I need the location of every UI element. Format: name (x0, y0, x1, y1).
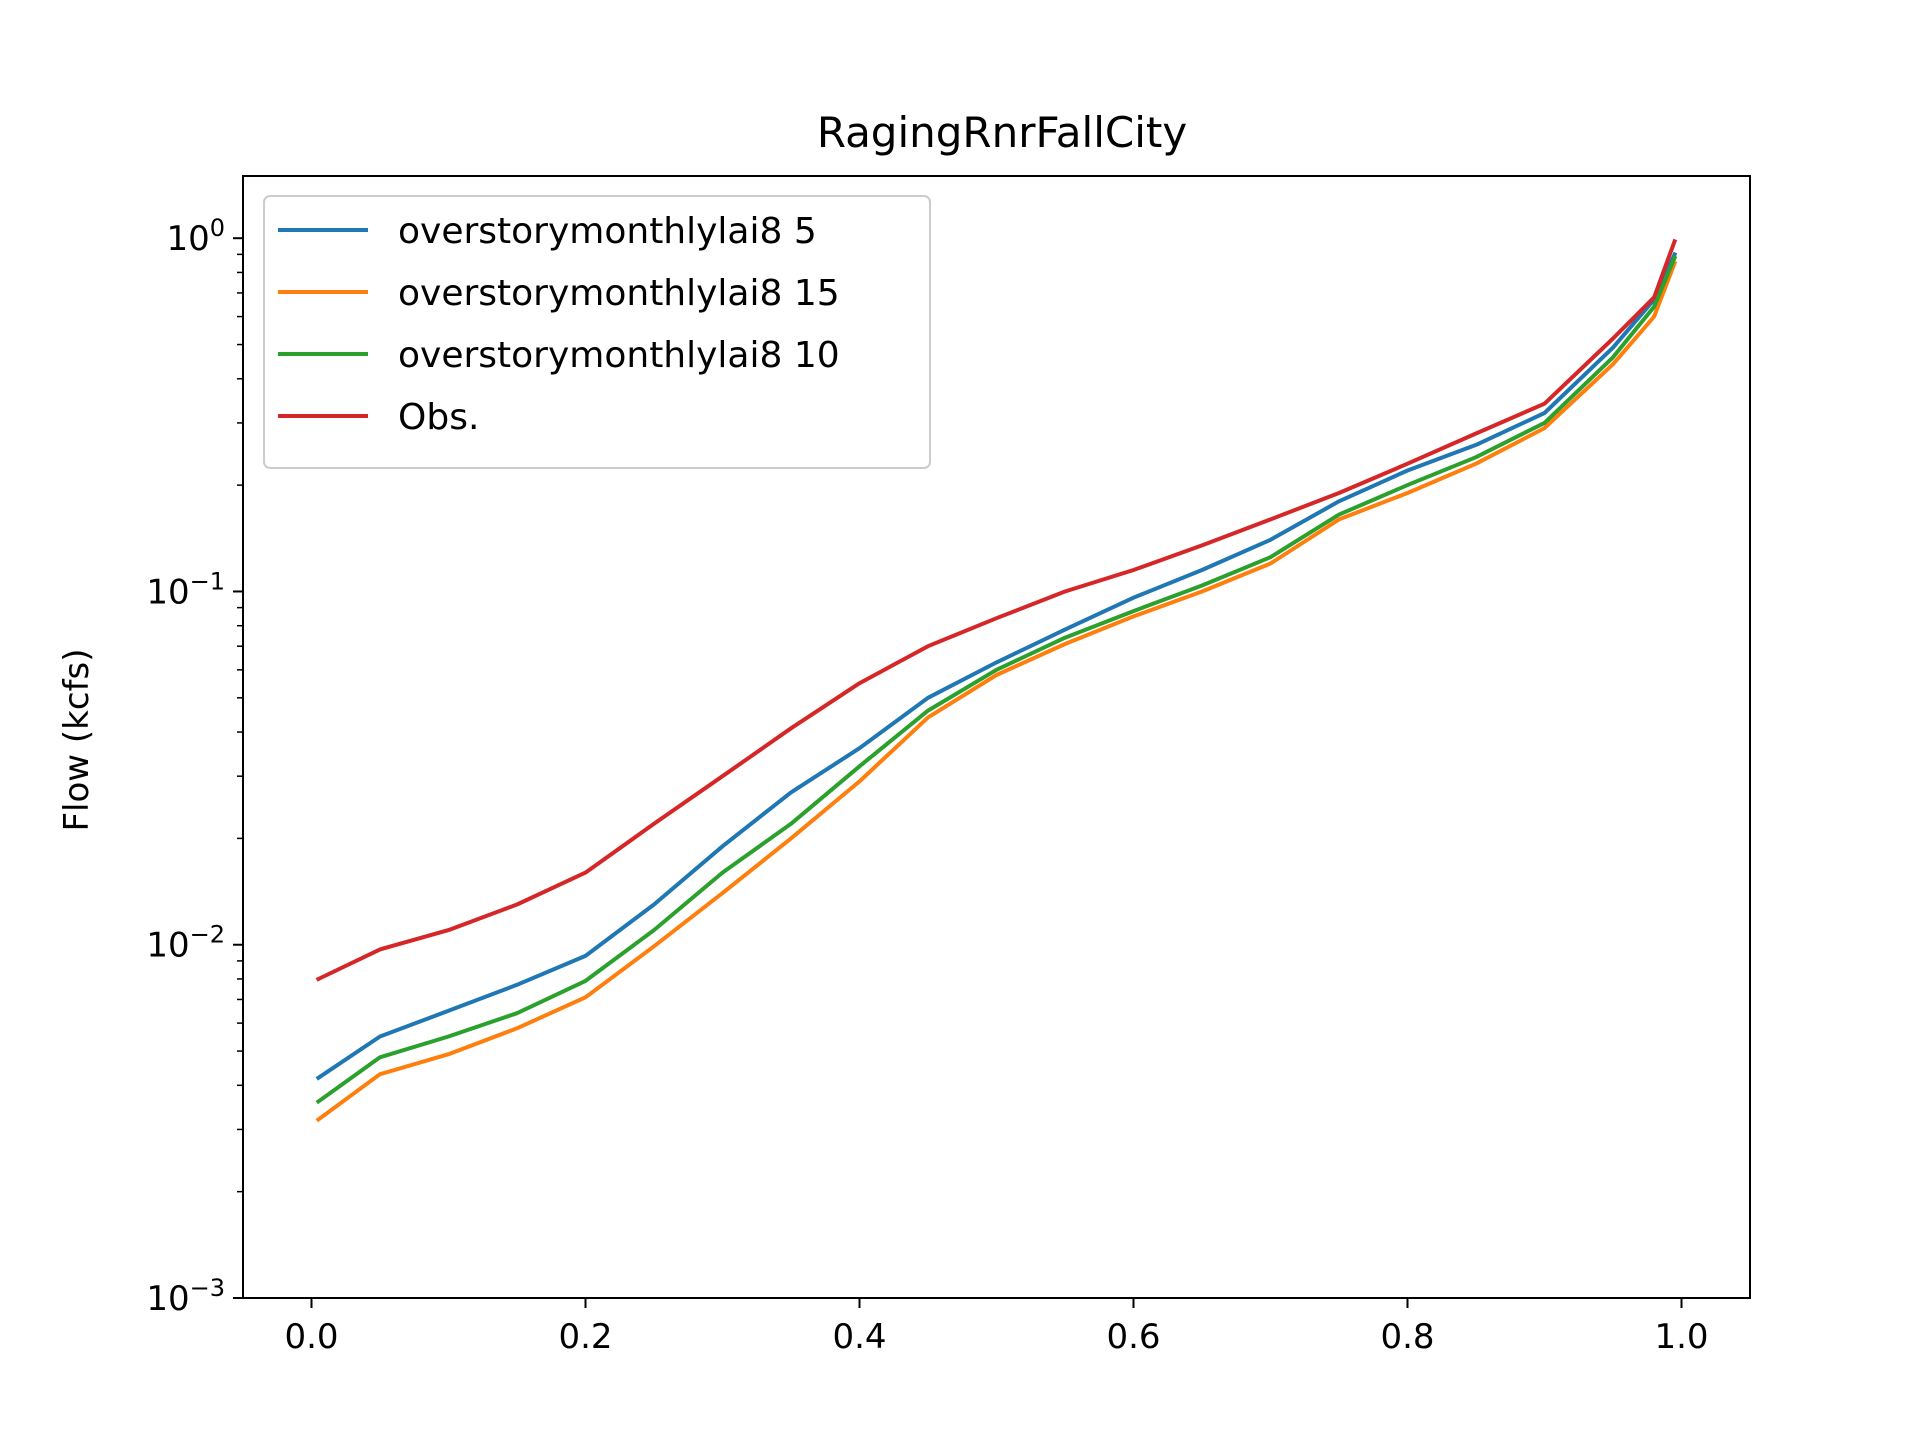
series-line-1 (315, 260, 1678, 1123)
series-line-3 (315, 238, 1678, 982)
x-axis: 0.0 0.2 0.4 0.6 0.8 1.0 (284, 1298, 1709, 1357)
series-line-2 (315, 255, 1678, 1105)
legend-label: overstorymonthlylai8 15 (398, 273, 840, 314)
y-tick-label: 10−2 (146, 921, 225, 966)
y-tick-label: 10−1 (146, 567, 225, 612)
y-tick-base: 10 (166, 219, 209, 259)
legend: overstorymonthlylai8 5 overstorymonthlyla… (263, 195, 931, 469)
legend-label: overstorymonthlylai8 5 (398, 211, 817, 252)
y-tick-base: 10 (146, 572, 189, 612)
y-tick-exponent: −1 (190, 567, 225, 595)
y-tick-label: 100 (166, 214, 225, 259)
x-tick-label: 0.6 (1106, 1317, 1160, 1357)
x-tick-label: 0.8 (1380, 1317, 1434, 1357)
y-tick-label: 10−3 (146, 1274, 225, 1319)
plot-series (315, 238, 1678, 1123)
chart-title: RagingRnrFallCity (817, 108, 1187, 157)
y-axis-label: Flow (kcfs) (57, 648, 97, 831)
plot-area-frame (242, 175, 1751, 1299)
y-tick-base: 10 (146, 1279, 189, 1319)
legend-label: overstorymonthlylai8 10 (398, 335, 840, 376)
x-tick-label: 0.0 (284, 1317, 338, 1357)
y-tick-exponent: −2 (190, 921, 225, 949)
legend-box (263, 195, 931, 469)
y-tick-base: 10 (146, 926, 189, 966)
series-line-0 (315, 251, 1678, 1081)
y-tick-exponent: −3 (190, 1274, 225, 1302)
x-tick-label: 0.2 (558, 1317, 612, 1357)
x-tick-label: 0.4 (832, 1317, 886, 1357)
x-tick-label: 1.0 (1654, 1317, 1708, 1357)
y-tick-exponent: 0 (210, 214, 225, 242)
legend-label: Obs. (398, 397, 479, 438)
